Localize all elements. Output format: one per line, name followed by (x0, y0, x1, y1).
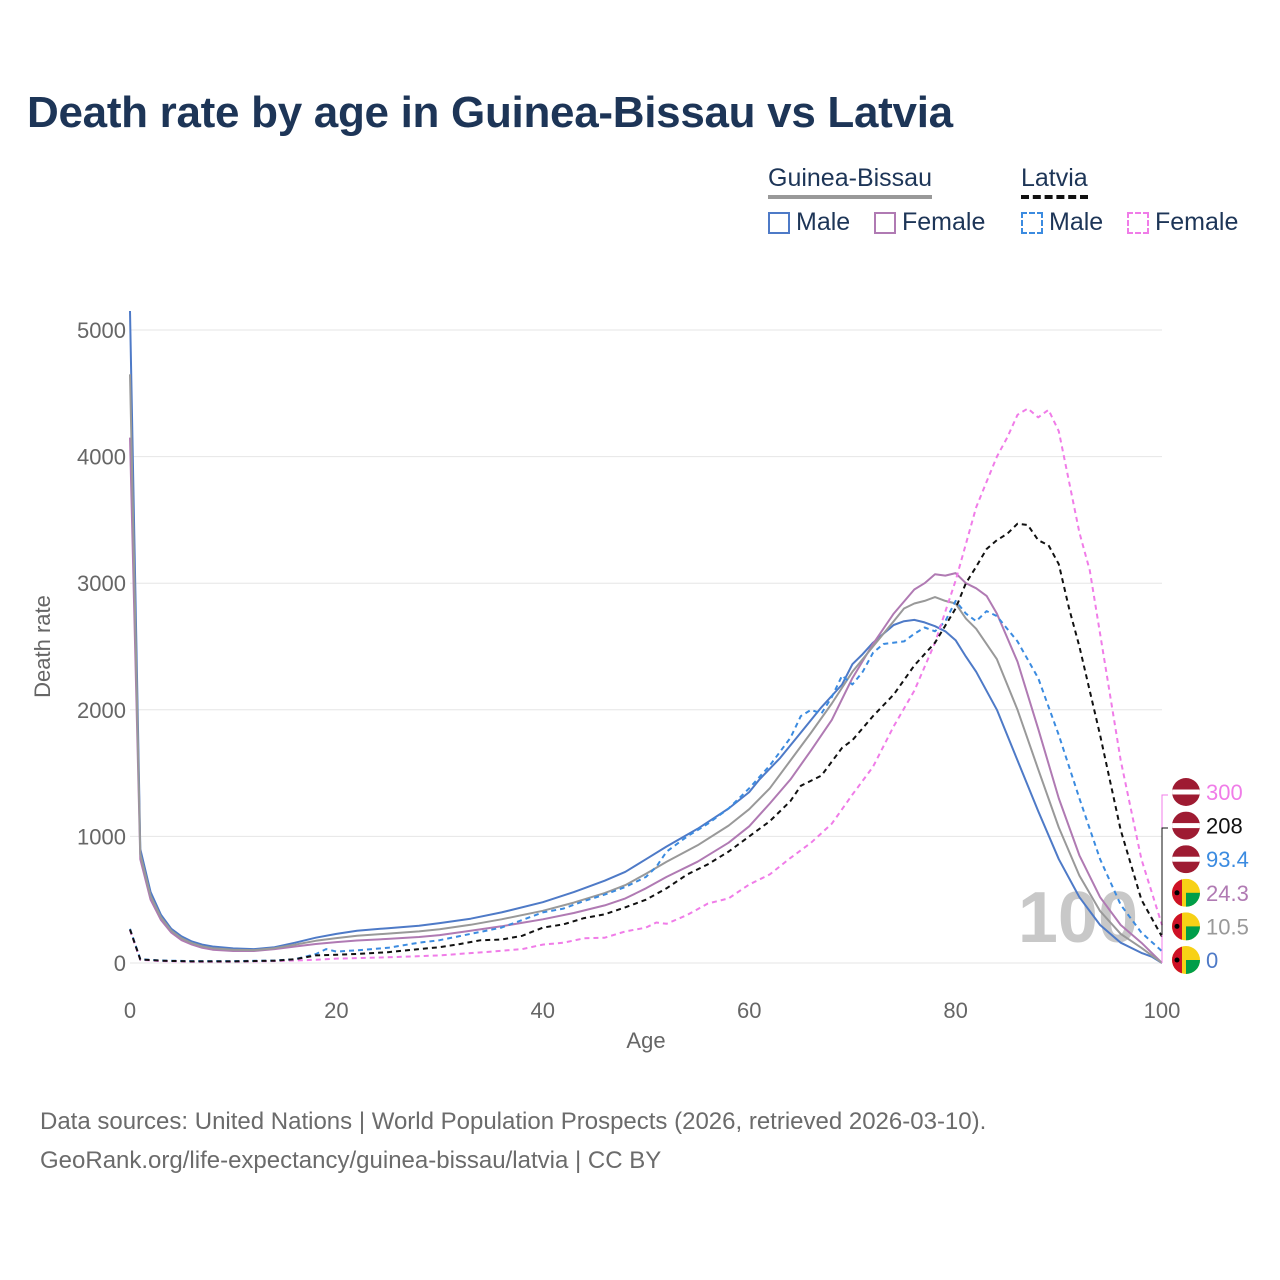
end-value-label: 300 (1206, 780, 1243, 805)
end-marker-flag (1172, 811, 1200, 840)
footer-link[interactable]: GeoRank.org/life-expectancy/guinea-bissa… (40, 1147, 662, 1174)
chart-title: Death rate by age in Guinea-Bissau vs La… (27, 88, 953, 137)
x-tick-label: 20 (324, 998, 348, 1023)
legend-group-title: Guinea-Bissau (768, 164, 932, 199)
legend-item-lv-male[interactable]: Male (1021, 208, 1103, 237)
legend-swatch (1127, 211, 1149, 234)
series-line-guinea-bissau-female[interactable] (129, 437, 1163, 964)
legend-swatch (874, 211, 896, 234)
series-line-latvia-male[interactable] (129, 599, 1163, 963)
series-line-guinea-bissau-both[interactable] (129, 374, 1163, 964)
y-tick-label: 1000 (77, 824, 126, 849)
end-value-label: 93.4 (1206, 847, 1249, 872)
legend-item-gb-female[interactable]: Female (874, 208, 985, 237)
end-bracket (1161, 794, 1168, 963)
legend-group-latvia[interactable]: Latvia Male Female (1021, 164, 1238, 236)
legend-item-lv-female[interactable]: Female (1127, 208, 1238, 237)
x-tick-label: 80 (943, 998, 967, 1023)
legend-group-title: Latvia (1021, 164, 1088, 199)
series-line-latvia-female[interactable] (129, 407, 1163, 963)
end-value-label: 10.5 (1206, 914, 1249, 939)
end-bracket (1161, 827, 1168, 935)
series-line-guinea-bissau-male[interactable] (129, 310, 1163, 964)
x-tick-label: 60 (737, 998, 761, 1023)
end-marker-flag (1172, 778, 1200, 806)
legend-label: Female (1155, 208, 1239, 236)
legend-swatch (1021, 211, 1043, 234)
y-tick-label: 0 (114, 951, 126, 976)
legend-label: Female (902, 208, 986, 236)
legend-swatch (768, 211, 790, 234)
y-axis-label: Death rate (30, 595, 55, 698)
x-axis-label: Age (626, 1028, 665, 1053)
legend-label: Male (796, 208, 851, 236)
end-marker-flag (1172, 946, 1200, 974)
end-marker-flag (1172, 912, 1200, 941)
end-value-label: 208 (1206, 814, 1243, 839)
age-watermark: 100 (1018, 878, 1138, 958)
end-marker-flag (1172, 878, 1200, 907)
legend-group-guinea-bissau[interactable]: Guinea-Bissau Male Female (768, 164, 985, 236)
end-value-label: 0 (1206, 948, 1218, 973)
x-tick-label: 100 (1144, 998, 1181, 1023)
series-line-latvia-both[interactable] (129, 522, 1163, 963)
y-tick-label: 2000 (77, 698, 126, 723)
footer-sources: Data sources: United Nations | World Pop… (40, 1108, 987, 1135)
end-marker-flag (1172, 845, 1200, 874)
y-tick-label: 5000 (77, 318, 126, 343)
y-tick-label: 4000 (77, 445, 126, 470)
end-value-label: 24.3 (1206, 881, 1249, 906)
x-tick-label: 0 (124, 998, 136, 1023)
legend-item-gb-male[interactable]: Male (768, 208, 850, 237)
legend-label: Male (1049, 208, 1104, 236)
x-tick-label: 40 (531, 998, 555, 1023)
y-tick-label: 3000 (77, 571, 126, 596)
